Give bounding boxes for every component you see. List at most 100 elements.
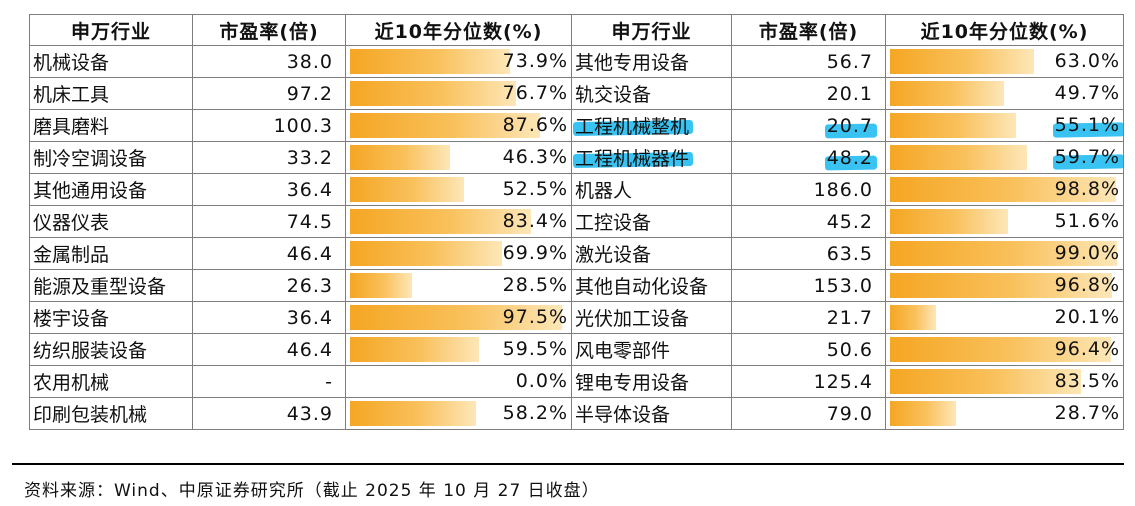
percentile-bar xyxy=(350,241,502,266)
pe-value-left: 46.4 xyxy=(192,237,346,270)
percentile-bar xyxy=(890,209,1009,234)
pe-value-left: - xyxy=(192,365,346,398)
table-row: 磨具磨料 100.3 87.6% 工程机械整机 20.7 55.1% xyxy=(29,109,1124,142)
percentile-cell-left: 52.5% xyxy=(345,173,572,206)
pe-value-text: 38.0 xyxy=(286,50,333,73)
industry-name-right: 半导体设备 xyxy=(571,397,732,430)
percentile-cell-left: 97.5% xyxy=(345,301,572,334)
percentile-cell-right: 51.6% xyxy=(885,205,1124,238)
percentile-cell-right: 98.8% xyxy=(885,173,1124,206)
header-industry-left: 申万行业 xyxy=(29,14,193,46)
percentile-value: 76.7% xyxy=(502,82,568,104)
percentile-value: 87.6% xyxy=(502,114,568,136)
percentile-bar xyxy=(890,401,956,426)
percentile-value: 98.8% xyxy=(1054,178,1120,200)
industry-name-text: 轨交设备 xyxy=(575,84,652,106)
pe-value-left: 97.2 xyxy=(192,77,346,110)
industry-name-right: 工程机械整机 xyxy=(571,109,732,142)
industry-name-text: 磨具磨料 xyxy=(33,116,110,138)
industry-name-left: 楼宇设备 xyxy=(29,301,193,334)
pe-value-text: 36.4 xyxy=(286,306,333,329)
percentile-cell-left: 69.9% xyxy=(345,237,572,270)
pe-value-right: 48.2 xyxy=(731,141,886,174)
pe-value-right: 125.4 xyxy=(731,365,886,398)
header-percentile-left: 近10年分位数(%) xyxy=(345,14,572,46)
percentile-bar xyxy=(890,241,1117,266)
highlight-mark: 工程机械器件 xyxy=(575,144,689,171)
percentile-bar xyxy=(350,337,480,362)
industry-name-text: 其他专用设备 xyxy=(575,52,690,74)
percentile-cell-left: 87.6% xyxy=(345,109,572,142)
industry-name-text: 工程机械整机 xyxy=(575,116,690,138)
pe-value-text: 186.0 xyxy=(813,178,873,201)
percentile-cell-right: 28.7% xyxy=(885,397,1124,430)
pe-value-left: 26.3 xyxy=(192,269,346,302)
percentile-cell-right: 49.7% xyxy=(885,77,1124,110)
industry-name-right: 工程机械器件 xyxy=(571,141,732,174)
pe-value-text: 46.4 xyxy=(286,242,333,265)
percentile-cell-left: 28.5% xyxy=(345,269,572,302)
industry-name-right: 轨交设备 xyxy=(571,77,732,110)
percentile-cell-right: 20.1% xyxy=(885,301,1124,334)
percentile-bar xyxy=(350,49,511,74)
percentile-bar xyxy=(890,273,1112,298)
table-row: 纺织服装设备 46.4 59.5% 风电零部件 50.6 96.4% xyxy=(29,333,1124,366)
percentile-value: 28.7% xyxy=(1054,402,1120,424)
percentile-value: 52.5% xyxy=(502,178,568,200)
percentile-bar xyxy=(350,113,541,138)
pe-value-right: 79.0 xyxy=(731,397,886,430)
industry-name-right: 机器人 xyxy=(571,173,732,206)
percentile-value: 99.0% xyxy=(1054,242,1120,264)
header-percentile-right: 近10年分位数(%) xyxy=(885,14,1124,46)
header-industry-right: 申万行业 xyxy=(571,14,732,46)
highlight-mark: 20.7 xyxy=(827,115,873,137)
table-row: 楼宇设备 36.4 97.5% 光伏加工设备 21.7 20.1% xyxy=(29,301,1124,334)
percentile-cell-left: 59.5% xyxy=(345,333,572,366)
industry-name-left: 机械设备 xyxy=(29,45,193,78)
header-pe-left: 市盈率(倍) xyxy=(192,14,346,46)
valuation-table: 申万行业 市盈率(倍) 近10年分位数(%) 申万行业 市盈率(倍) 近10年分… xyxy=(29,14,1124,430)
percentile-bar xyxy=(350,177,464,202)
pe-value-text: 36.4 xyxy=(286,178,333,201)
industry-name-text: 农用机械 xyxy=(33,372,110,394)
pe-value-text: 125.4 xyxy=(813,370,873,393)
industry-name-right: 工控设备 xyxy=(571,205,732,238)
pe-value-left: 36.4 xyxy=(192,173,346,206)
pe-value-text: 48.2 xyxy=(826,146,873,169)
industry-name-left: 农用机械 xyxy=(29,365,193,398)
header-row: 申万行业 市盈率(倍) 近10年分位数(%) 申万行业 市盈率(倍) 近10年分… xyxy=(29,14,1124,46)
percentile-bar xyxy=(890,337,1111,362)
industry-name-text: 激光设备 xyxy=(575,244,652,266)
pe-value-text: - xyxy=(325,370,333,393)
percentile-value: 63.0% xyxy=(1054,50,1120,72)
industry-name-text: 金属制品 xyxy=(33,244,110,266)
industry-name-left: 能源及重型设备 xyxy=(29,269,193,302)
percentile-cell-right: 55.1% xyxy=(885,109,1124,142)
percentile-cell-left: 76.7% xyxy=(345,77,572,110)
pe-value-right: 63.5 xyxy=(731,237,886,270)
pe-value-text: 56.7 xyxy=(826,50,873,73)
industry-name-text: 制冷空调设备 xyxy=(33,148,148,170)
percentile-bar xyxy=(890,177,1117,202)
percentile-value-text: 55.1% xyxy=(1054,114,1120,136)
table-row: 制冷空调设备 33.2 46.3% 工程机械器件 48.2 59.7% xyxy=(29,141,1124,174)
percentile-cell-left: 46.3% xyxy=(345,141,572,174)
industry-name-text: 锂电专用设备 xyxy=(575,372,690,394)
pe-value-text: 46.4 xyxy=(286,338,333,361)
percentile-cell-left: 83.4% xyxy=(345,205,572,238)
pe-value-text: 100.3 xyxy=(273,114,333,137)
industry-name-left: 制冷空调设备 xyxy=(29,141,193,174)
industry-name-right: 其他专用设备 xyxy=(571,45,732,78)
industry-name-text: 楼宇设备 xyxy=(33,308,110,330)
industry-name-text: 机床工具 xyxy=(33,84,110,106)
table-row: 仪器仪表 74.5 83.4% 工控设备 45.2 51.6% xyxy=(29,205,1124,238)
percentile-bar xyxy=(350,209,531,234)
pe-value-text: 74.5 xyxy=(286,210,333,233)
industry-name-text: 其他通用设备 xyxy=(33,180,148,202)
percentile-value: 97.5% xyxy=(502,306,568,328)
percentile-value: 73.9% xyxy=(502,50,568,72)
percentile-bar xyxy=(350,401,477,426)
industry-name-text: 工控设备 xyxy=(575,212,652,234)
percentile-bar xyxy=(890,113,1017,138)
industry-name-text: 仪器仪表 xyxy=(33,212,110,234)
